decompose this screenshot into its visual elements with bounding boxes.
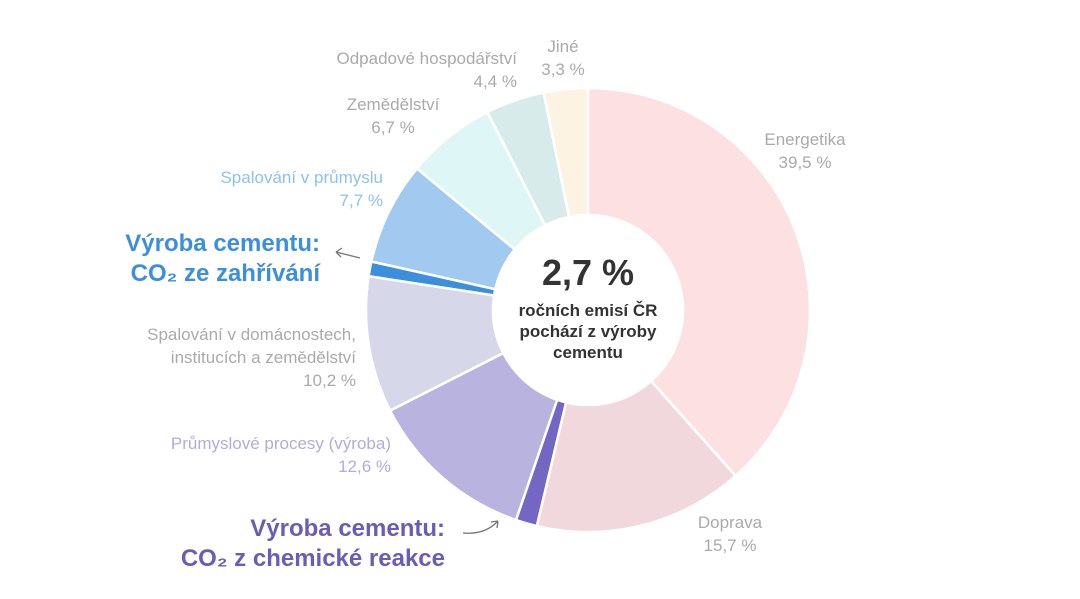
slice-label: Jiné 3,3 % xyxy=(413,35,713,81)
donut-slice xyxy=(485,91,571,228)
value-label: 15,7 % xyxy=(703,536,757,555)
category-label: Doprava xyxy=(697,513,763,532)
category-label: Zemědělství xyxy=(346,95,440,114)
arrow xyxy=(462,520,499,534)
slice-label: Výroba cementu: CO₂ z chemické reakce xyxy=(181,514,445,574)
donut-slice xyxy=(364,274,506,413)
value-label: 4,4 % xyxy=(473,72,517,91)
donut-slice xyxy=(369,166,517,291)
slice-label: Spalování v domácnostech, institucích a … xyxy=(147,323,356,392)
arrow xyxy=(335,247,361,259)
value-label: 12,6 % xyxy=(338,457,391,476)
value-label: 6,7 % xyxy=(371,118,415,137)
value-label: 39,5 % xyxy=(778,153,832,172)
donut-slice xyxy=(415,110,547,252)
category-label: Spalování v domácnostech, institucích a … xyxy=(147,325,356,367)
category-label: Spalování v průmyslu xyxy=(220,168,383,187)
donut-slice xyxy=(586,86,812,478)
category-label: Odpadové hospodářství xyxy=(336,49,517,68)
slice-label: Odpadové hospodářství 4,4 % xyxy=(336,47,517,93)
center-value: 2,7 % xyxy=(541,252,635,293)
slice-label: Spalování v průmyslu 7,7 % xyxy=(220,166,383,212)
value-label: 7,7 % xyxy=(339,191,383,210)
category-label: Jiné xyxy=(547,37,579,56)
value-label: 3,3 % xyxy=(541,60,585,79)
category-label: Výroba cementu: CO₂ ze zahřívání xyxy=(125,230,320,287)
slice-label: Průmyslové procesy (výroba) 12,6 % xyxy=(171,432,391,478)
value-label: 10,2 % xyxy=(303,371,356,390)
slice-label: Doprava 15,7 % xyxy=(580,511,880,557)
center-text: ročních emisí ČR pochází z výroby cement… xyxy=(518,301,658,362)
slice-label: Energetika 39,5 % xyxy=(655,128,955,174)
slice-label: Výroba cementu: CO₂ ze zahřívání xyxy=(125,229,320,289)
category-label: Průmyslové procesy (výroba) xyxy=(170,434,391,453)
category-label: Výroba cementu: CO₂ z chemické reakce xyxy=(180,515,445,572)
slice-label: Zemědělství 6,7 % xyxy=(243,93,543,139)
category-label: Energetika xyxy=(764,130,846,149)
donut-slice xyxy=(388,351,559,522)
donut-slice xyxy=(535,379,738,534)
